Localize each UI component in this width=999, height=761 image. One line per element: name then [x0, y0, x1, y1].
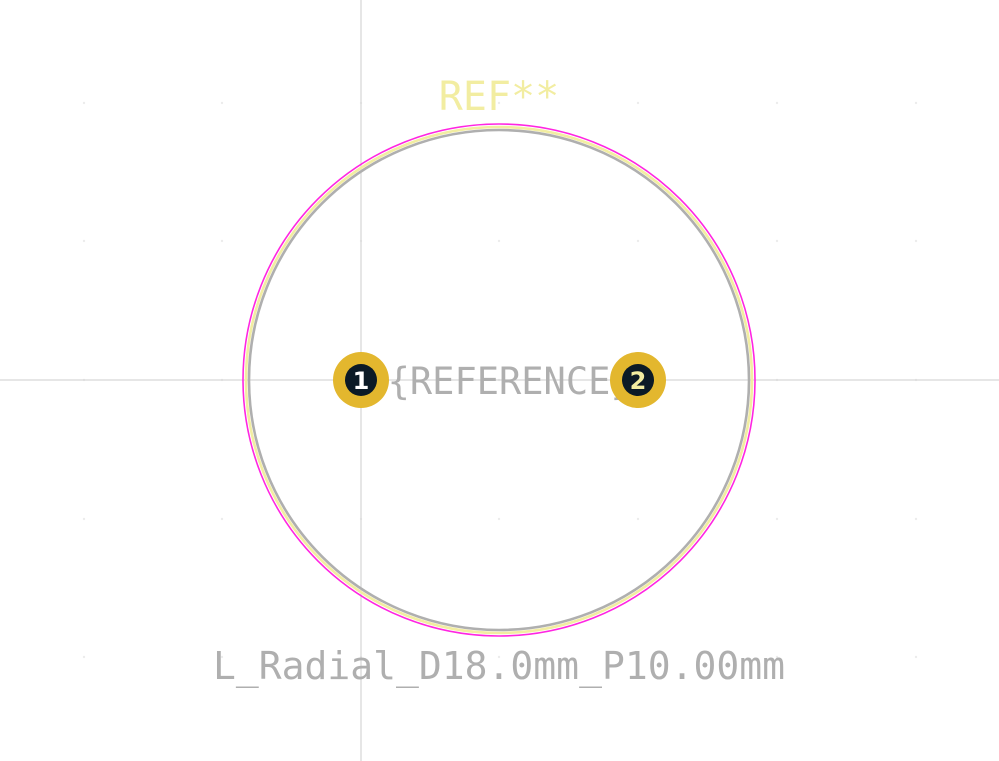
- reference-designator[interactable]: REF**: [439, 74, 559, 120]
- pad-1-number: 1: [353, 367, 370, 395]
- grid-dot: [82, 101, 86, 105]
- grid-dot: [914, 239, 918, 243]
- grid-dot: [497, 517, 501, 521]
- grid-dot: [636, 655, 640, 659]
- grid-dot: [220, 655, 224, 659]
- value-label[interactable]: L_Radial_D18.0mm_P10.00mm: [213, 644, 785, 689]
- grid-dot: [82, 517, 86, 521]
- grid-dot: [220, 101, 224, 105]
- grid-dot: [220, 239, 224, 243]
- grid-dot: [220, 517, 224, 521]
- grid-dot: [775, 101, 779, 105]
- grid-dot: [914, 655, 918, 659]
- grid-dot: [497, 239, 501, 243]
- grid-dot: [636, 239, 640, 243]
- grid-dot: [636, 517, 640, 521]
- pad-2-drill-hole: [622, 364, 654, 396]
- pad-1[interactable]: 1: [333, 352, 389, 408]
- grid-dot: [775, 655, 779, 659]
- grid-dot: [497, 101, 501, 105]
- pad-2-number: 2: [630, 367, 647, 395]
- courtyard-outline: [242, 123, 756, 637]
- grid-dot: [82, 655, 86, 659]
- grid-dot: [914, 517, 918, 521]
- grid-dot: [914, 101, 918, 105]
- fab-reference-text[interactable]: ${REFERENCE}: [365, 360, 632, 403]
- grid-dot: [497, 655, 501, 659]
- pad-1-drill-hole: [345, 364, 377, 396]
- grid-dot: [775, 239, 779, 243]
- silkscreen-outline: [244, 125, 754, 635]
- fabrication-outline: [247, 128, 751, 632]
- pad-2[interactable]: 2: [610, 352, 666, 408]
- grid-dot: [82, 239, 86, 243]
- grid-dot: [636, 101, 640, 105]
- grid-dot: [775, 517, 779, 521]
